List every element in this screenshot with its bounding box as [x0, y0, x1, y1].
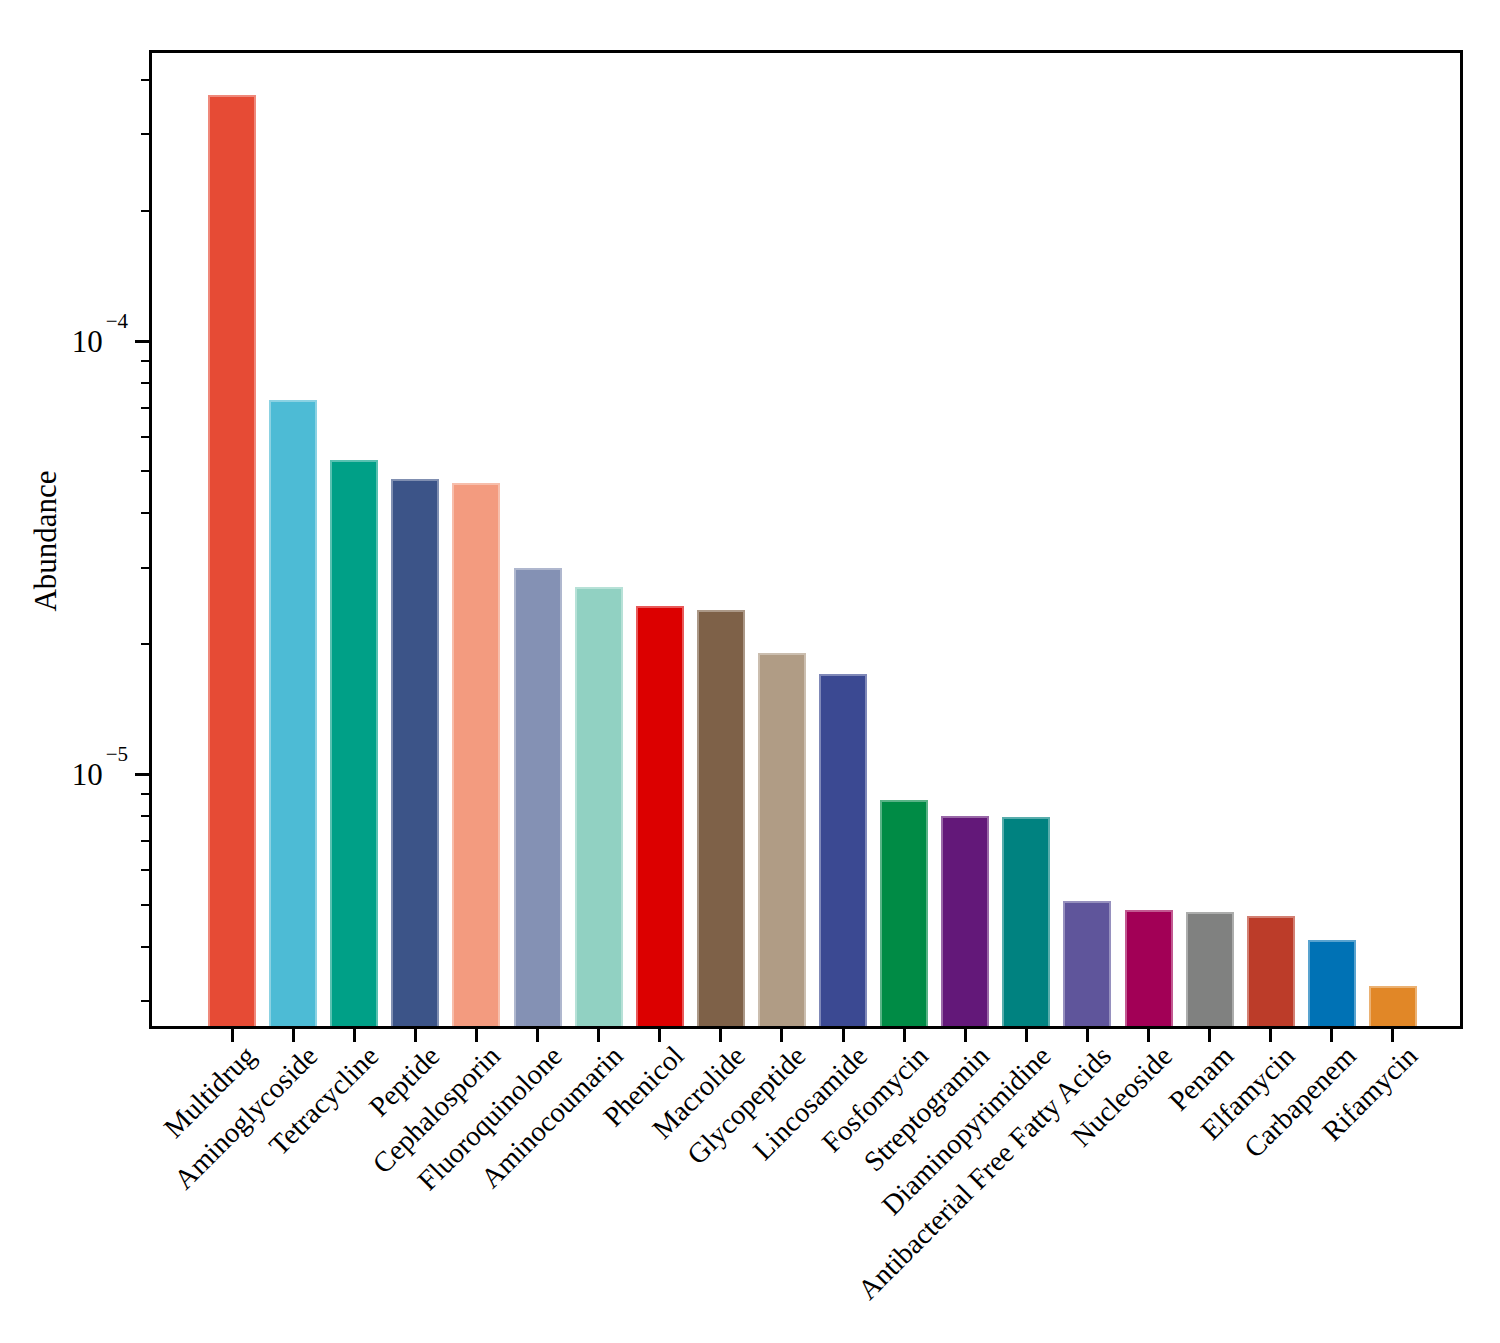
y-axis-title: Abundance: [28, 470, 64, 611]
y-minor-tick: [141, 382, 149, 384]
y-minor-tick: [141, 567, 149, 569]
x-tick: [414, 1029, 417, 1042]
bar-fluoroquinolone: [514, 568, 562, 1029]
x-tick: [1208, 1029, 1211, 1042]
y-minor-tick: [141, 407, 149, 409]
bar-phenicol: [636, 606, 684, 1029]
x-tick: [1269, 1029, 1272, 1042]
y-minor-tick: [141, 1000, 149, 1002]
y-minor-tick: [141, 512, 149, 514]
bar-multidrug: [208, 95, 256, 1029]
x-tick: [536, 1029, 539, 1042]
y-minor-tick: [141, 643, 149, 645]
y-tick-label: 10−5: [72, 757, 128, 790]
bar-rifamycin: [1369, 986, 1417, 1029]
bar-aminocoumarin: [575, 587, 623, 1029]
x-tick: [1086, 1029, 1089, 1042]
x-tick: [719, 1029, 722, 1042]
x-tick: [964, 1029, 967, 1042]
y-minor-tick: [141, 869, 149, 871]
bar-fosfomycin: [880, 800, 928, 1029]
x-tick: [353, 1029, 356, 1042]
y-minor-tick: [141, 470, 149, 472]
bar-penam: [1186, 912, 1234, 1029]
x-tick: [1025, 1029, 1028, 1042]
bar-carbapenem: [1308, 940, 1356, 1029]
bar-macrolide: [697, 610, 745, 1029]
y-minor-tick: [141, 793, 149, 795]
bar-lincosamide: [819, 674, 867, 1029]
x-tick: [1391, 1029, 1394, 1042]
bar-antibacterial-free-fatty-acids: [1063, 901, 1111, 1029]
bar-diaminopyrimidine: [1002, 817, 1050, 1029]
bar-streptogramin: [941, 816, 989, 1029]
y-minor-tick: [141, 436, 149, 438]
y-major-tick: [135, 340, 149, 343]
y-minor-tick: [141, 904, 149, 906]
x-tick: [292, 1029, 295, 1042]
bar-tetracycline: [330, 460, 378, 1029]
y-minor-tick: [141, 133, 149, 135]
y-minor-tick: [141, 815, 149, 817]
y-minor-tick: [141, 210, 149, 212]
bar-cephalosporin: [452, 483, 500, 1029]
x-tick: [231, 1029, 234, 1042]
x-tick: [597, 1029, 600, 1042]
bar-peptide: [391, 479, 439, 1029]
x-tick: [658, 1029, 661, 1042]
x-tick: [903, 1029, 906, 1042]
bar-chart-figure: Abundance MultidrugAminoglycosideTetracy…: [0, 0, 1500, 1343]
x-tick: [780, 1029, 783, 1042]
bar-glycopeptide: [758, 653, 806, 1029]
bar-aminoglycoside: [269, 400, 317, 1029]
x-tick: [1147, 1029, 1150, 1042]
y-tick-label: 10−4: [72, 324, 128, 357]
y-minor-tick: [141, 360, 149, 362]
bar-nucleoside: [1125, 910, 1173, 1029]
y-minor-tick: [141, 840, 149, 842]
y-minor-tick: [141, 946, 149, 948]
y-major-tick: [135, 773, 149, 776]
x-tick: [842, 1029, 845, 1042]
y-minor-tick: [141, 79, 149, 81]
x-tick: [1330, 1029, 1333, 1042]
bar-elfamycin: [1247, 916, 1295, 1029]
x-tick: [475, 1029, 478, 1042]
